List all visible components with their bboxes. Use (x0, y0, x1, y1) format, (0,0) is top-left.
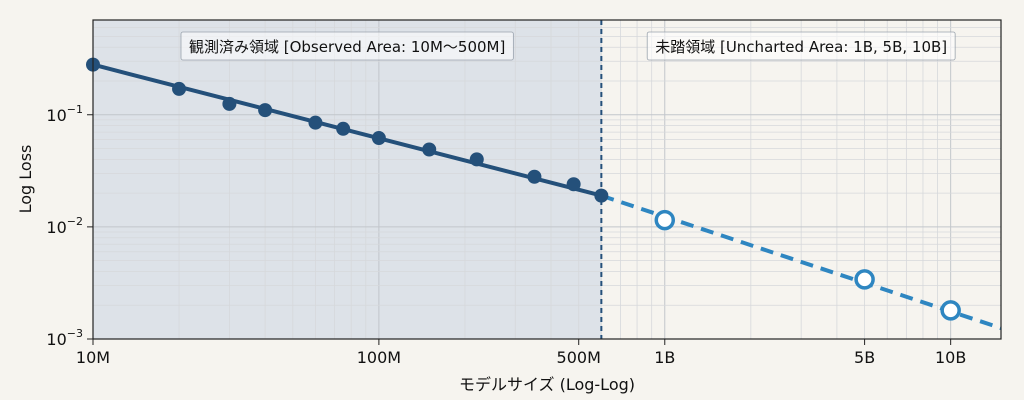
y-tick-label: 10−2 (46, 215, 83, 237)
x-tick-label: 500M (557, 348, 601, 367)
y-axis-title: Log Loss (16, 145, 35, 214)
region-shade-0 (93, 20, 602, 339)
x-tick-label: 5B (854, 348, 875, 367)
observed-point (222, 96, 237, 111)
chart-grid (92, 20, 1001, 340)
x-tick-label: 10M (76, 348, 110, 367)
observed-point (594, 188, 609, 203)
x-tick-label: 1B (654, 348, 675, 367)
observed-point (469, 152, 484, 167)
observed-point (566, 177, 581, 192)
predicted-point (940, 300, 961, 321)
x-tick-label: 10B (935, 348, 966, 367)
region-label-0: 観測済み領域 [Observed Area: 10M〜500M] (189, 38, 505, 56)
x-axis-title: モデルサイズ (Log-Log) (459, 375, 635, 394)
observed-point (308, 115, 323, 130)
region-label-box-1 (646, 31, 956, 61)
y-tick-label: 10−1 (46, 103, 83, 125)
region-label-1: 未踏領域 [Uncharted Area: 1B, 5B, 10B] (655, 38, 947, 56)
observed-point (422, 142, 437, 157)
observed-point (336, 121, 351, 136)
predicted-point (654, 209, 676, 231)
predicted-point (854, 269, 875, 290)
region-label-box-0 (180, 31, 514, 61)
chart-frame (87, 19, 1002, 345)
y-tick-label: 10−3 (46, 327, 83, 349)
x-tick-label: 100M (357, 348, 401, 367)
observed-point (172, 81, 187, 96)
observed-point (527, 169, 542, 184)
plot-frame (92, 19, 1002, 340)
observed-point (371, 131, 386, 146)
observed-point (258, 103, 273, 118)
chart-labels: 10M 100M 500M 1B 5B 10B 10−1 10−2 10−3 観測済み領域 [Ob… (46, 31, 966, 367)
